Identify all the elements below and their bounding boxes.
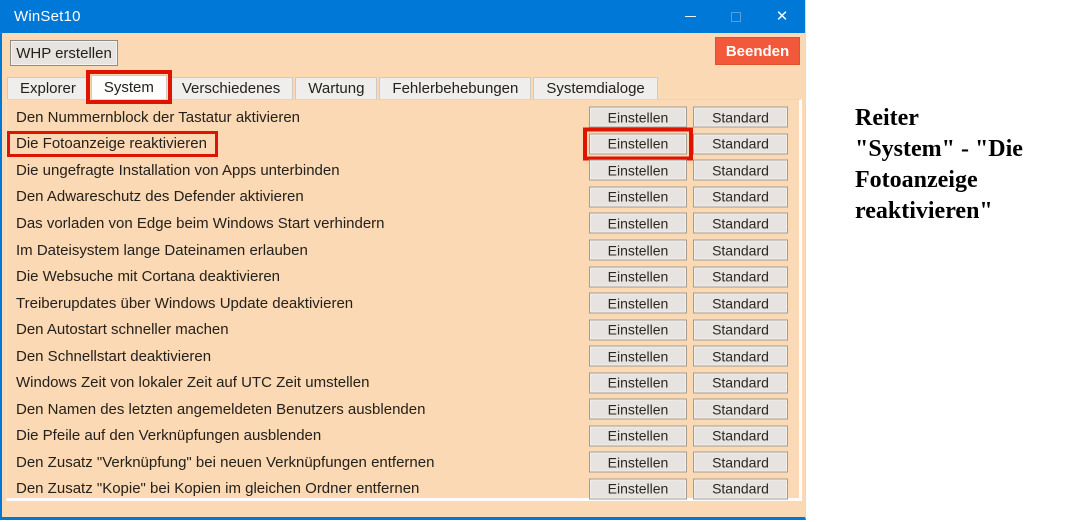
setting-label: Windows Zeit von lokaler Zeit auf UTC Ze… [16, 374, 370, 392]
maximize-icon [731, 11, 741, 22]
setting-row: Den Namen des letzten angemeldeten Benut… [7, 396, 799, 423]
beenden-button[interactable]: Beenden [715, 37, 800, 65]
close-icon: ✕ [775, 8, 789, 25]
setting-label: Die ungefragte Installation von Apps unt… [16, 161, 340, 179]
standard-button[interactable]: Standard [693, 186, 788, 208]
tab-wartung[interactable]: Wartung [295, 77, 378, 99]
einstellen-button[interactable]: Einstellen [589, 319, 687, 341]
caption-text: Reiter "System" - "Die Fotoanzeige reakt… [855, 105, 1023, 224]
standard-button[interactable]: Standard [693, 159, 788, 181]
maximize-button[interactable] [713, 0, 759, 33]
einstellen-button[interactable]: Einstellen [589, 425, 687, 447]
window-title: WinSet10 [14, 8, 81, 25]
setting-row: Treiberupdates über Windows Update deakt… [7, 290, 799, 317]
tab-system[interactable]: System [85, 70, 172, 104]
einstellen-button[interactable]: Einstellen [589, 239, 687, 261]
tab-explorer[interactable]: Explorer [7, 77, 89, 99]
winset10-window: WinSet10 ✕ WHP erstellen Beenden Explore… [0, 0, 806, 520]
standard-button[interactable]: Standard [693, 133, 788, 155]
einstellen-button[interactable]: Einstellen [589, 266, 687, 288]
setting-label: Treiberupdates über Windows Update deakt… [16, 294, 354, 312]
setting-row: Den Autostart schneller machen Einstelle… [7, 316, 799, 343]
setting-row: Die Pfeile auf den Verknüpfungen ausblen… [7, 423, 799, 450]
tab-verschiedenes[interactable]: Verschiedenes [168, 77, 294, 99]
setting-row: Den Zusatz "Kopie" bei Kopien im gleiche… [7, 476, 799, 503]
setting-row: Das vorladen von Edge beim Windows Start… [7, 210, 799, 237]
setting-row: Windows Zeit von lokaler Zeit auf UTC Ze… [7, 369, 799, 396]
window-controls: ✕ [667, 0, 805, 33]
standard-button[interactable]: Standard [693, 345, 788, 367]
einstellen-button[interactable]: Einstellen [589, 398, 687, 420]
einstellen-button[interactable]: Einstellen [589, 478, 687, 500]
einstellen-button[interactable]: Einstellen [589, 186, 687, 208]
setting-label: Den Zusatz "Kopie" bei Kopien im gleiche… [16, 480, 420, 498]
standard-button[interactable]: Standard [693, 106, 788, 128]
tab-strip: Explorer System Verschiedenes Wartung Fehler… [2, 70, 805, 104]
standard-button[interactable]: Standard [693, 478, 788, 500]
setting-row: Den Schnellstart deaktivieren Einstellen… [7, 343, 799, 370]
setting-row: Den Nummernblock der Tastatur aktivieren… [7, 104, 799, 131]
setting-row: Die Websuche mit Cortana deaktivieren Ei… [7, 263, 799, 290]
standard-button[interactable]: Standard [693, 212, 788, 234]
standard-button[interactable]: Standard [693, 398, 788, 420]
titlebar: WinSet10 ✕ [2, 0, 805, 33]
settings-panel: Den Nummernblock der Tastatur aktivieren… [6, 99, 802, 501]
einstellen-button[interactable]: Einstellen [583, 127, 693, 161]
standard-button[interactable]: Standard [693, 319, 788, 341]
setting-label: Den Nummernblock der Tastatur aktivieren [16, 108, 301, 126]
einstellen-button[interactable]: Einstellen [589, 106, 687, 128]
setting-label: Das vorladen von Edge beim Windows Start… [16, 214, 385, 232]
standard-button[interactable]: Standard [693, 266, 788, 288]
setting-row: Die ungefragte Installation von Apps unt… [7, 157, 799, 184]
standard-button[interactable]: Standard [693, 239, 788, 261]
setting-label: Die Pfeile auf den Verknüpfungen ausblen… [16, 427, 322, 445]
toolbar: WHP erstellen Beenden [2, 33, 805, 75]
einstellen-button[interactable]: Einstellen [589, 451, 687, 473]
settings-rows: Den Nummernblock der Tastatur aktivieren… [7, 100, 799, 502]
standard-button[interactable]: Standard [693, 451, 788, 473]
setting-label: Den Adwareschutz des Defender aktivieren [16, 188, 304, 206]
standard-button[interactable]: Standard [693, 425, 788, 447]
setting-label: Im Dateisystem lange Dateinamen erlauben [16, 241, 308, 259]
setting-row: Die Fotoanzeige reaktivieren Einstellen … [7, 127, 799, 161]
setting-label: Den Autostart schneller machen [16, 321, 229, 339]
tab-systemdialoge[interactable]: Systemdialoge [533, 77, 658, 99]
setting-label: Den Zusatz "Verknüpfung" bei neuen Verkn… [16, 453, 435, 471]
minimize-icon [684, 16, 696, 17]
close-button[interactable]: ✕ [759, 0, 805, 33]
einstellen-button[interactable]: Einstellen [589, 292, 687, 314]
setting-row: Den Adwareschutz des Defender aktivieren… [7, 184, 799, 211]
einstellen-button[interactable]: Einstellen [589, 372, 687, 394]
standard-button[interactable]: Standard [693, 292, 788, 314]
tab-fehlerbehebungen[interactable]: Fehlerbehebungen [379, 77, 532, 99]
whp-erstellen-button[interactable]: WHP erstellen [10, 40, 118, 66]
setting-row: Den Zusatz "Verknüpfung" bei neuen Verkn… [7, 449, 799, 476]
einstellen-button[interactable]: Einstellen [589, 345, 687, 367]
setting-label: Den Namen des letzten angemeldeten Benut… [16, 400, 426, 418]
einstellen-button[interactable]: Einstellen [589, 159, 687, 181]
setting-row: Im Dateisystem lange Dateinamen erlauben… [7, 237, 799, 264]
standard-button[interactable]: Standard [693, 372, 788, 394]
setting-label: Den Schnellstart deaktivieren [16, 347, 212, 365]
minimize-button[interactable] [667, 0, 713, 33]
einstellen-button[interactable]: Einstellen [589, 212, 687, 234]
setting-label: Die Fotoanzeige reaktivieren [7, 130, 218, 157]
setting-label: Die Websuche mit Cortana deaktivieren [16, 268, 281, 286]
